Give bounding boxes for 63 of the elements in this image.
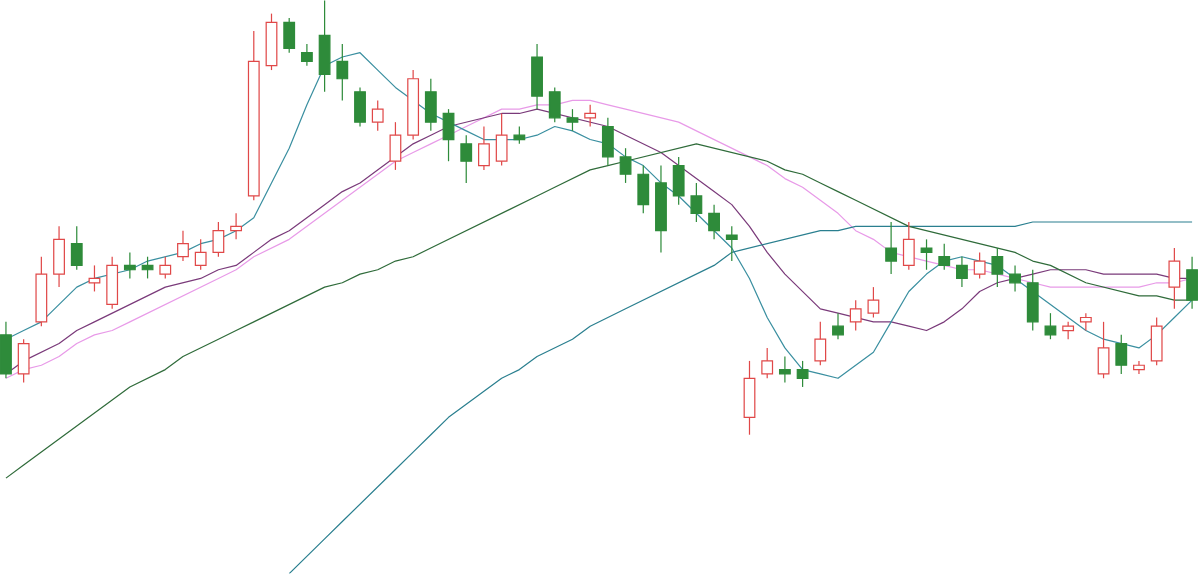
candlestick <box>832 312 844 341</box>
candlestick <box>283 17 296 54</box>
candlestick <box>973 251 986 280</box>
candlestick <box>725 225 738 262</box>
candlestick <box>1150 317 1163 367</box>
candlestick <box>17 338 30 384</box>
candlestick <box>230 212 243 241</box>
candlestick <box>495 113 508 167</box>
candlestick <box>106 256 119 310</box>
candlestick <box>637 165 650 215</box>
candlestick <box>300 43 313 67</box>
candlestick <box>920 238 933 271</box>
candlestick <box>0 321 12 380</box>
candlestick <box>601 117 614 167</box>
candlestick <box>460 134 473 184</box>
candlestick <box>619 147 632 184</box>
candlestick <box>796 360 809 388</box>
candlestick <box>902 221 915 271</box>
candlestick <box>177 230 189 262</box>
candlestick <box>336 43 349 102</box>
candlestick <box>1079 312 1092 332</box>
candlestick <box>212 221 225 258</box>
candlestick <box>814 321 827 367</box>
candlestick <box>690 182 703 223</box>
candlestick <box>123 251 136 280</box>
candlestick <box>141 256 154 280</box>
candlestick <box>1133 360 1145 375</box>
candlestick <box>761 347 774 380</box>
candlestick <box>672 156 685 206</box>
candlestick <box>442 108 455 163</box>
candlestick <box>70 225 83 271</box>
candlestick <box>743 360 756 436</box>
candlestick <box>159 256 172 280</box>
candlestick <box>1026 269 1039 332</box>
candlestick <box>194 238 207 271</box>
candlestick <box>1186 256 1198 310</box>
candlestick <box>478 126 490 171</box>
candlestick <box>708 204 720 241</box>
candlestick <box>778 356 791 384</box>
candlestick <box>1097 321 1110 380</box>
candlestick <box>1009 264 1021 293</box>
candlestick <box>849 299 862 332</box>
candlestick <box>424 78 437 132</box>
candlestick <box>1168 247 1181 310</box>
candlestick <box>991 247 1004 288</box>
candlestick <box>566 108 579 132</box>
candlestick <box>956 256 968 288</box>
candlestick <box>885 221 898 275</box>
candlestick <box>265 13 278 71</box>
candlestick <box>354 87 366 128</box>
candlestick <box>548 87 561 123</box>
candlestick <box>938 243 951 271</box>
candlestick <box>584 104 597 128</box>
candlestick <box>389 121 402 171</box>
candlestick <box>371 100 384 132</box>
candlestick <box>35 256 48 327</box>
candlestick <box>867 286 880 319</box>
candlestick <box>53 225 65 288</box>
candlestick <box>318 0 331 93</box>
candlestick <box>1044 312 1057 341</box>
candlestick <box>1115 334 1128 375</box>
candlestick <box>531 43 543 110</box>
candlestick <box>655 165 667 254</box>
